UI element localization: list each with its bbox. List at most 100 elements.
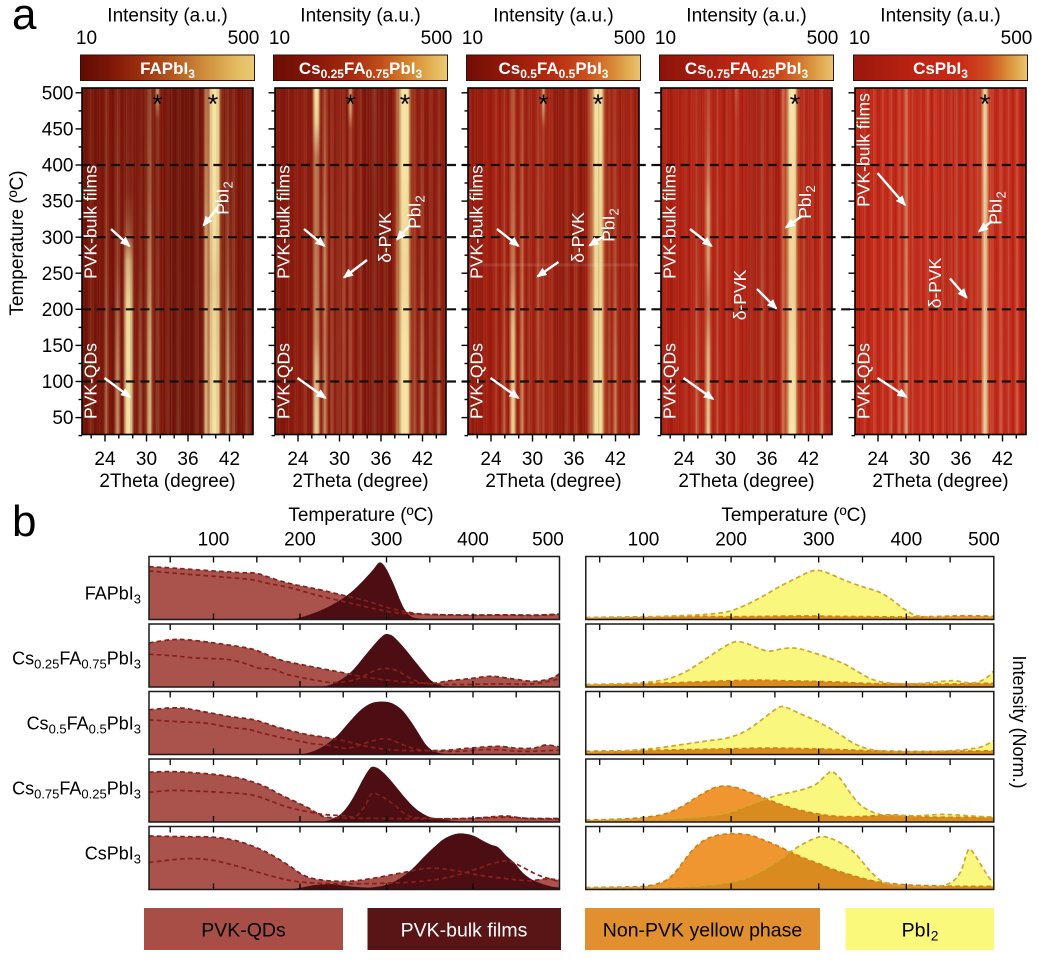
- svg-text:500: 500: [614, 28, 646, 49]
- svg-text:PbI2: PbI2: [795, 185, 818, 219]
- svg-text:36: 36: [950, 449, 971, 470]
- svg-text:2Theta (degree): 2Theta (degree): [872, 471, 1008, 492]
- svg-text:CsPbI3: CsPbI3: [85, 844, 141, 867]
- svg-text:δ-PVK: δ-PVK: [568, 212, 588, 263]
- svg-text:42: 42: [798, 449, 819, 470]
- svg-text:500: 500: [421, 28, 453, 49]
- svg-text:PVK-QDs: PVK-QDs: [854, 343, 874, 419]
- svg-text:250: 250: [42, 264, 74, 285]
- svg-text:10: 10: [849, 28, 870, 49]
- svg-text:150: 150: [42, 336, 74, 357]
- svg-text:Intensity (Norm.): Intensity (Norm.): [1009, 655, 1029, 788]
- svg-text:*: *: [538, 89, 549, 119]
- svg-text:*: *: [152, 89, 163, 119]
- svg-text:100: 100: [42, 372, 74, 393]
- svg-text:*: *: [400, 89, 411, 119]
- svg-text:*: *: [208, 89, 219, 119]
- svg-text:42: 42: [219, 449, 240, 470]
- svg-text:42: 42: [412, 449, 433, 470]
- svg-text:*: *: [345, 89, 356, 119]
- svg-text:500: 500: [228, 28, 260, 49]
- svg-text:500: 500: [1001, 28, 1033, 49]
- svg-text:δ-PVK: δ-PVK: [730, 269, 750, 320]
- svg-text:30: 30: [909, 449, 930, 470]
- svg-text:PbI2: PbI2: [213, 181, 236, 215]
- svg-text:FAPbI3: FAPbI3: [85, 584, 141, 607]
- svg-text:PVK-QDs: PVK-QDs: [274, 343, 294, 419]
- svg-text:300: 300: [803, 530, 835, 551]
- svg-text:δ-PVK: δ-PVK: [375, 212, 395, 263]
- svg-text:Intensity (a.u.): Intensity (a.u.): [880, 6, 1000, 27]
- svg-text:500: 500: [42, 83, 74, 104]
- svg-text:PVK-bulk films: PVK-bulk films: [854, 93, 874, 207]
- svg-text:PVK-QDs: PVK-QDs: [660, 343, 680, 419]
- svg-text:CsPbI3: CsPbI3: [913, 59, 968, 81]
- svg-text:PVK-bulk films: PVK-bulk films: [467, 165, 487, 279]
- svg-text:42: 42: [605, 449, 626, 470]
- svg-text:350: 350: [42, 192, 74, 213]
- svg-text:Intensity (a.u.): Intensity (a.u.): [493, 6, 613, 27]
- svg-text:Temperature (ºC): Temperature (ºC): [7, 170, 28, 315]
- svg-text:200: 200: [715, 530, 747, 551]
- svg-text:10: 10: [655, 28, 676, 49]
- svg-text:400: 400: [457, 530, 489, 551]
- svg-text:24: 24: [673, 449, 695, 470]
- svg-text:PbI2: PbI2: [599, 208, 622, 242]
- svg-text:10: 10: [76, 28, 97, 49]
- svg-text:400: 400: [890, 530, 922, 551]
- svg-text:24: 24: [480, 449, 502, 470]
- svg-text:Non-PVK yellow phase: Non-PVK yellow phase: [603, 920, 802, 942]
- svg-text:Cs0.25FA0.75PbI3: Cs0.25FA0.75PbI3: [12, 649, 141, 672]
- svg-text:PbI2: PbI2: [986, 191, 1009, 225]
- svg-text:Temperature (ºC): Temperature (ºC): [721, 505, 866, 526]
- svg-text:Temperature (ºC): Temperature (ºC): [288, 505, 433, 526]
- svg-text:PVK-QDs: PVK-QDs: [81, 343, 101, 419]
- svg-text:Intensity (a.u.): Intensity (a.u.): [107, 6, 227, 27]
- svg-text:b: b: [12, 497, 36, 546]
- svg-text:36: 36: [563, 449, 584, 470]
- svg-text:PVK-bulk films: PVK-bulk films: [401, 920, 528, 942]
- svg-text:500: 500: [532, 530, 564, 551]
- svg-text:PbI2: PbI2: [405, 195, 428, 229]
- svg-text:30: 30: [522, 449, 543, 470]
- svg-text:42: 42: [992, 449, 1013, 470]
- svg-text:2Theta (degree): 2Theta (degree): [99, 471, 235, 492]
- svg-text:2Theta (degree): 2Theta (degree): [292, 471, 428, 492]
- svg-text:*: *: [593, 89, 604, 119]
- svg-text:a: a: [12, 0, 37, 39]
- svg-text:36: 36: [756, 449, 777, 470]
- svg-text:24: 24: [94, 449, 116, 470]
- svg-text:Cs0.5FA0.5PbI3: Cs0.5FA0.5PbI3: [499, 59, 609, 81]
- svg-text:*: *: [980, 89, 991, 119]
- svg-text:Intensity (a.u.): Intensity (a.u.): [300, 6, 420, 27]
- svg-text:24: 24: [867, 449, 889, 470]
- svg-text:300: 300: [371, 530, 403, 551]
- svg-text:*: *: [790, 89, 801, 119]
- svg-text:36: 36: [370, 449, 391, 470]
- svg-text:Cs0.25FA0.75PbI3: Cs0.25FA0.75PbI3: [299, 59, 423, 81]
- svg-text:400: 400: [42, 156, 74, 177]
- svg-text:Cs0.5FA0.5PbI3: Cs0.5FA0.5PbI3: [27, 714, 141, 737]
- svg-text:10: 10: [269, 28, 290, 49]
- svg-text:30: 30: [329, 449, 350, 470]
- svg-text:Cs0.75FA0.25PbI3: Cs0.75FA0.25PbI3: [685, 59, 809, 81]
- svg-text:100: 100: [198, 530, 230, 551]
- svg-text:500: 500: [807, 28, 839, 49]
- svg-text:450: 450: [42, 120, 74, 141]
- svg-text:200: 200: [42, 300, 74, 321]
- svg-text:500: 500: [968, 530, 1000, 551]
- svg-text:Cs0.75FA0.25PbI3: Cs0.75FA0.25PbI3: [12, 779, 141, 802]
- svg-text:2Theta (degree): 2Theta (degree): [485, 471, 621, 492]
- svg-text:PVK-QDs: PVK-QDs: [467, 343, 487, 419]
- svg-text:FAPbI3: FAPbI3: [140, 59, 195, 81]
- svg-text:24: 24: [287, 449, 309, 470]
- svg-text:2Theta (degree): 2Theta (degree): [678, 471, 814, 492]
- svg-text:10: 10: [462, 28, 483, 49]
- svg-text:200: 200: [284, 530, 316, 551]
- svg-text:300: 300: [42, 228, 74, 249]
- svg-text:30: 30: [136, 449, 157, 470]
- svg-text:PVK-QDs: PVK-QDs: [201, 920, 286, 942]
- svg-text:30: 30: [715, 449, 736, 470]
- svg-text:PVK-bulk films: PVK-bulk films: [660, 165, 680, 279]
- svg-text:36: 36: [177, 449, 198, 470]
